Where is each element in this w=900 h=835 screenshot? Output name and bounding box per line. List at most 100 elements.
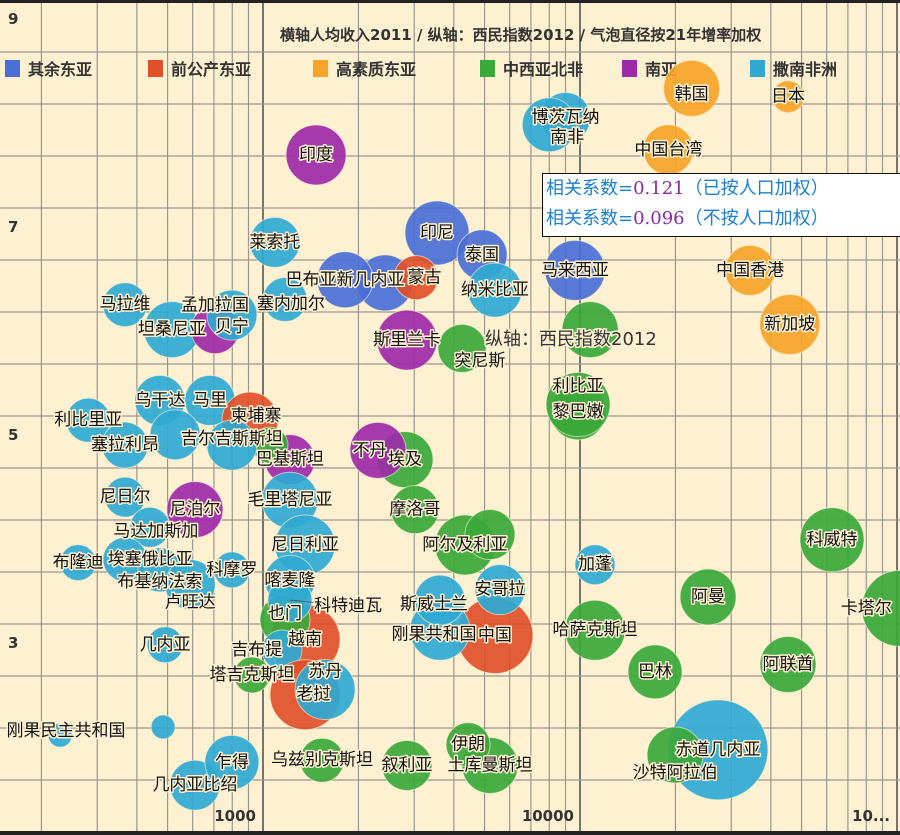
legend-swatch: [622, 60, 637, 77]
y-axis-label: 纵轴：西民指数2012: [485, 329, 657, 350]
bubble: [759, 293, 821, 355]
bubble-label: 韩国: [675, 84, 709, 104]
legend-label: 高素质东亚: [336, 60, 416, 79]
bubble-label: 阿尔及利亚: [422, 535, 507, 555]
bubble: [627, 644, 683, 700]
bubble: [102, 282, 148, 328]
bubble-label: 孟加拉国: [181, 296, 249, 316]
bubble-label: 哈萨克斯坦: [552, 620, 637, 640]
bubble-label: 布基纳法索: [117, 572, 202, 592]
bubble-label: 塞内加尔: [257, 294, 325, 314]
legend-item: 撒南非洲: [750, 60, 837, 79]
bubble-label: 南非: [550, 128, 584, 148]
bubble: [206, 419, 258, 471]
corr-value: 0.121: [633, 178, 685, 199]
bubble-label: 贝宁: [215, 317, 249, 337]
bubble: [759, 636, 817, 694]
bubble-label: 莱索托: [249, 232, 300, 252]
legend-swatch: [5, 60, 20, 77]
bubble-label: 新加坡: [764, 314, 815, 334]
bubble: [316, 251, 374, 309]
bubble: [149, 409, 201, 461]
bubble: [724, 244, 776, 296]
bubble-label: 摩洛哥: [389, 500, 440, 520]
bubble: [376, 309, 438, 371]
bubble: [381, 739, 433, 791]
bubble: [104, 476, 146, 518]
bubble-label: 乍得: [215, 752, 249, 772]
bubble: [285, 124, 347, 186]
bubble-label: 马达加斯加: [113, 522, 198, 542]
bubble: [564, 599, 626, 661]
bubble-label: 塔吉克斯坦: [209, 665, 294, 685]
x-tick-label: 10000: [522, 807, 574, 825]
corr-prefix: 相关系数=: [546, 178, 634, 199]
bubble-label: 利比里亚: [54, 410, 122, 430]
bubble-label: 阿联酋: [762, 655, 813, 675]
bubble-label: 蒙古: [407, 268, 441, 288]
bubble: [59, 544, 97, 582]
bubble-label: 越南: [288, 630, 322, 650]
bubble: [101, 421, 149, 469]
axis-ticks: 9 7 5 3 1000 10000 10...: [8, 10, 890, 825]
bubble-label: 阿曼: [691, 587, 725, 607]
bubble-label: 巴林: [638, 662, 672, 682]
bubble-label: 吉尔吉斯斯坦: [181, 429, 283, 449]
bubble: [663, 59, 721, 117]
bubble-label: 中国台湾: [634, 140, 702, 160]
bubble-label: 纳米比亚: [461, 280, 529, 300]
bubble: [561, 301, 619, 359]
bubble-label: 刚果共和国: [391, 624, 476, 644]
bubble: [799, 507, 865, 573]
legend-swatch: [148, 60, 163, 77]
correlation-box: 相关系数=0.121（已按人口加权） 相关系数=0.096（不按人口加权）: [542, 173, 900, 237]
bubble: [299, 737, 345, 783]
bubble: [233, 656, 271, 694]
legend-swatch: [480, 60, 495, 77]
bubble-label: 喀麦隆: [264, 570, 315, 590]
bubble-label: 乌干达: [134, 390, 185, 410]
y-tick-label: 5: [8, 426, 18, 444]
bubble: [467, 262, 523, 318]
bubble-label: 科特迪瓦: [314, 596, 382, 616]
bubble-label: 博茨瓦纳: [531, 108, 599, 128]
bubble-label: 坦桑尼亚: [138, 320, 206, 340]
bubble-label: 尼日尔: [99, 487, 150, 507]
bubble: [574, 544, 616, 586]
bubble-label: 叙利亚: [381, 755, 432, 775]
bubble-label: 尼日利亚: [271, 535, 339, 555]
correlation-unweighted: 相关系数=0.096（不按人口加权）: [546, 204, 900, 234]
bubble: [262, 277, 308, 323]
bubble-label: 印尼: [420, 223, 454, 243]
bubble: [544, 239, 606, 301]
bubble: [349, 421, 407, 479]
bubble-label: 埃及: [388, 450, 422, 470]
bubble-label: 卢旺达: [165, 592, 216, 612]
bubble-label: 卡塔尔: [841, 598, 892, 618]
bubble: [294, 659, 356, 721]
bubble-label: 马里: [193, 390, 227, 410]
bubble-label: 安哥拉: [475, 580, 526, 600]
bubble: [445, 722, 491, 768]
y-tick-label: 9: [8, 10, 18, 28]
bubble-label: 不丹: [353, 440, 387, 460]
x-tick-label: 10...: [852, 807, 890, 825]
legend: 其余东亚 前公产东亚 高素质东亚 中西亚北非 南亚 撒南非洲: [5, 60, 837, 79]
bubble-label: 赤道几内亚: [675, 740, 760, 760]
bubble-label: 科威特: [807, 530, 858, 550]
bubble: [129, 506, 171, 548]
bubble-label: 尼泊尔: [169, 500, 220, 520]
legend-label: 撒南非洲: [773, 60, 837, 79]
correlation-weighted: 相关系数=0.121（已按人口加权）: [546, 174, 900, 204]
bubble-label: 中国: [478, 625, 512, 645]
legend-swatch: [313, 60, 328, 77]
bubble-label: 加蓬: [578, 555, 612, 575]
bubble-label: 几内亚比绍: [152, 775, 237, 795]
bubble-label: 柬埔寨: [230, 406, 281, 426]
bubble-label: 沙特阿拉伯: [633, 763, 718, 783]
bubble-label: 日本: [771, 87, 805, 107]
bubble: [249, 216, 301, 268]
